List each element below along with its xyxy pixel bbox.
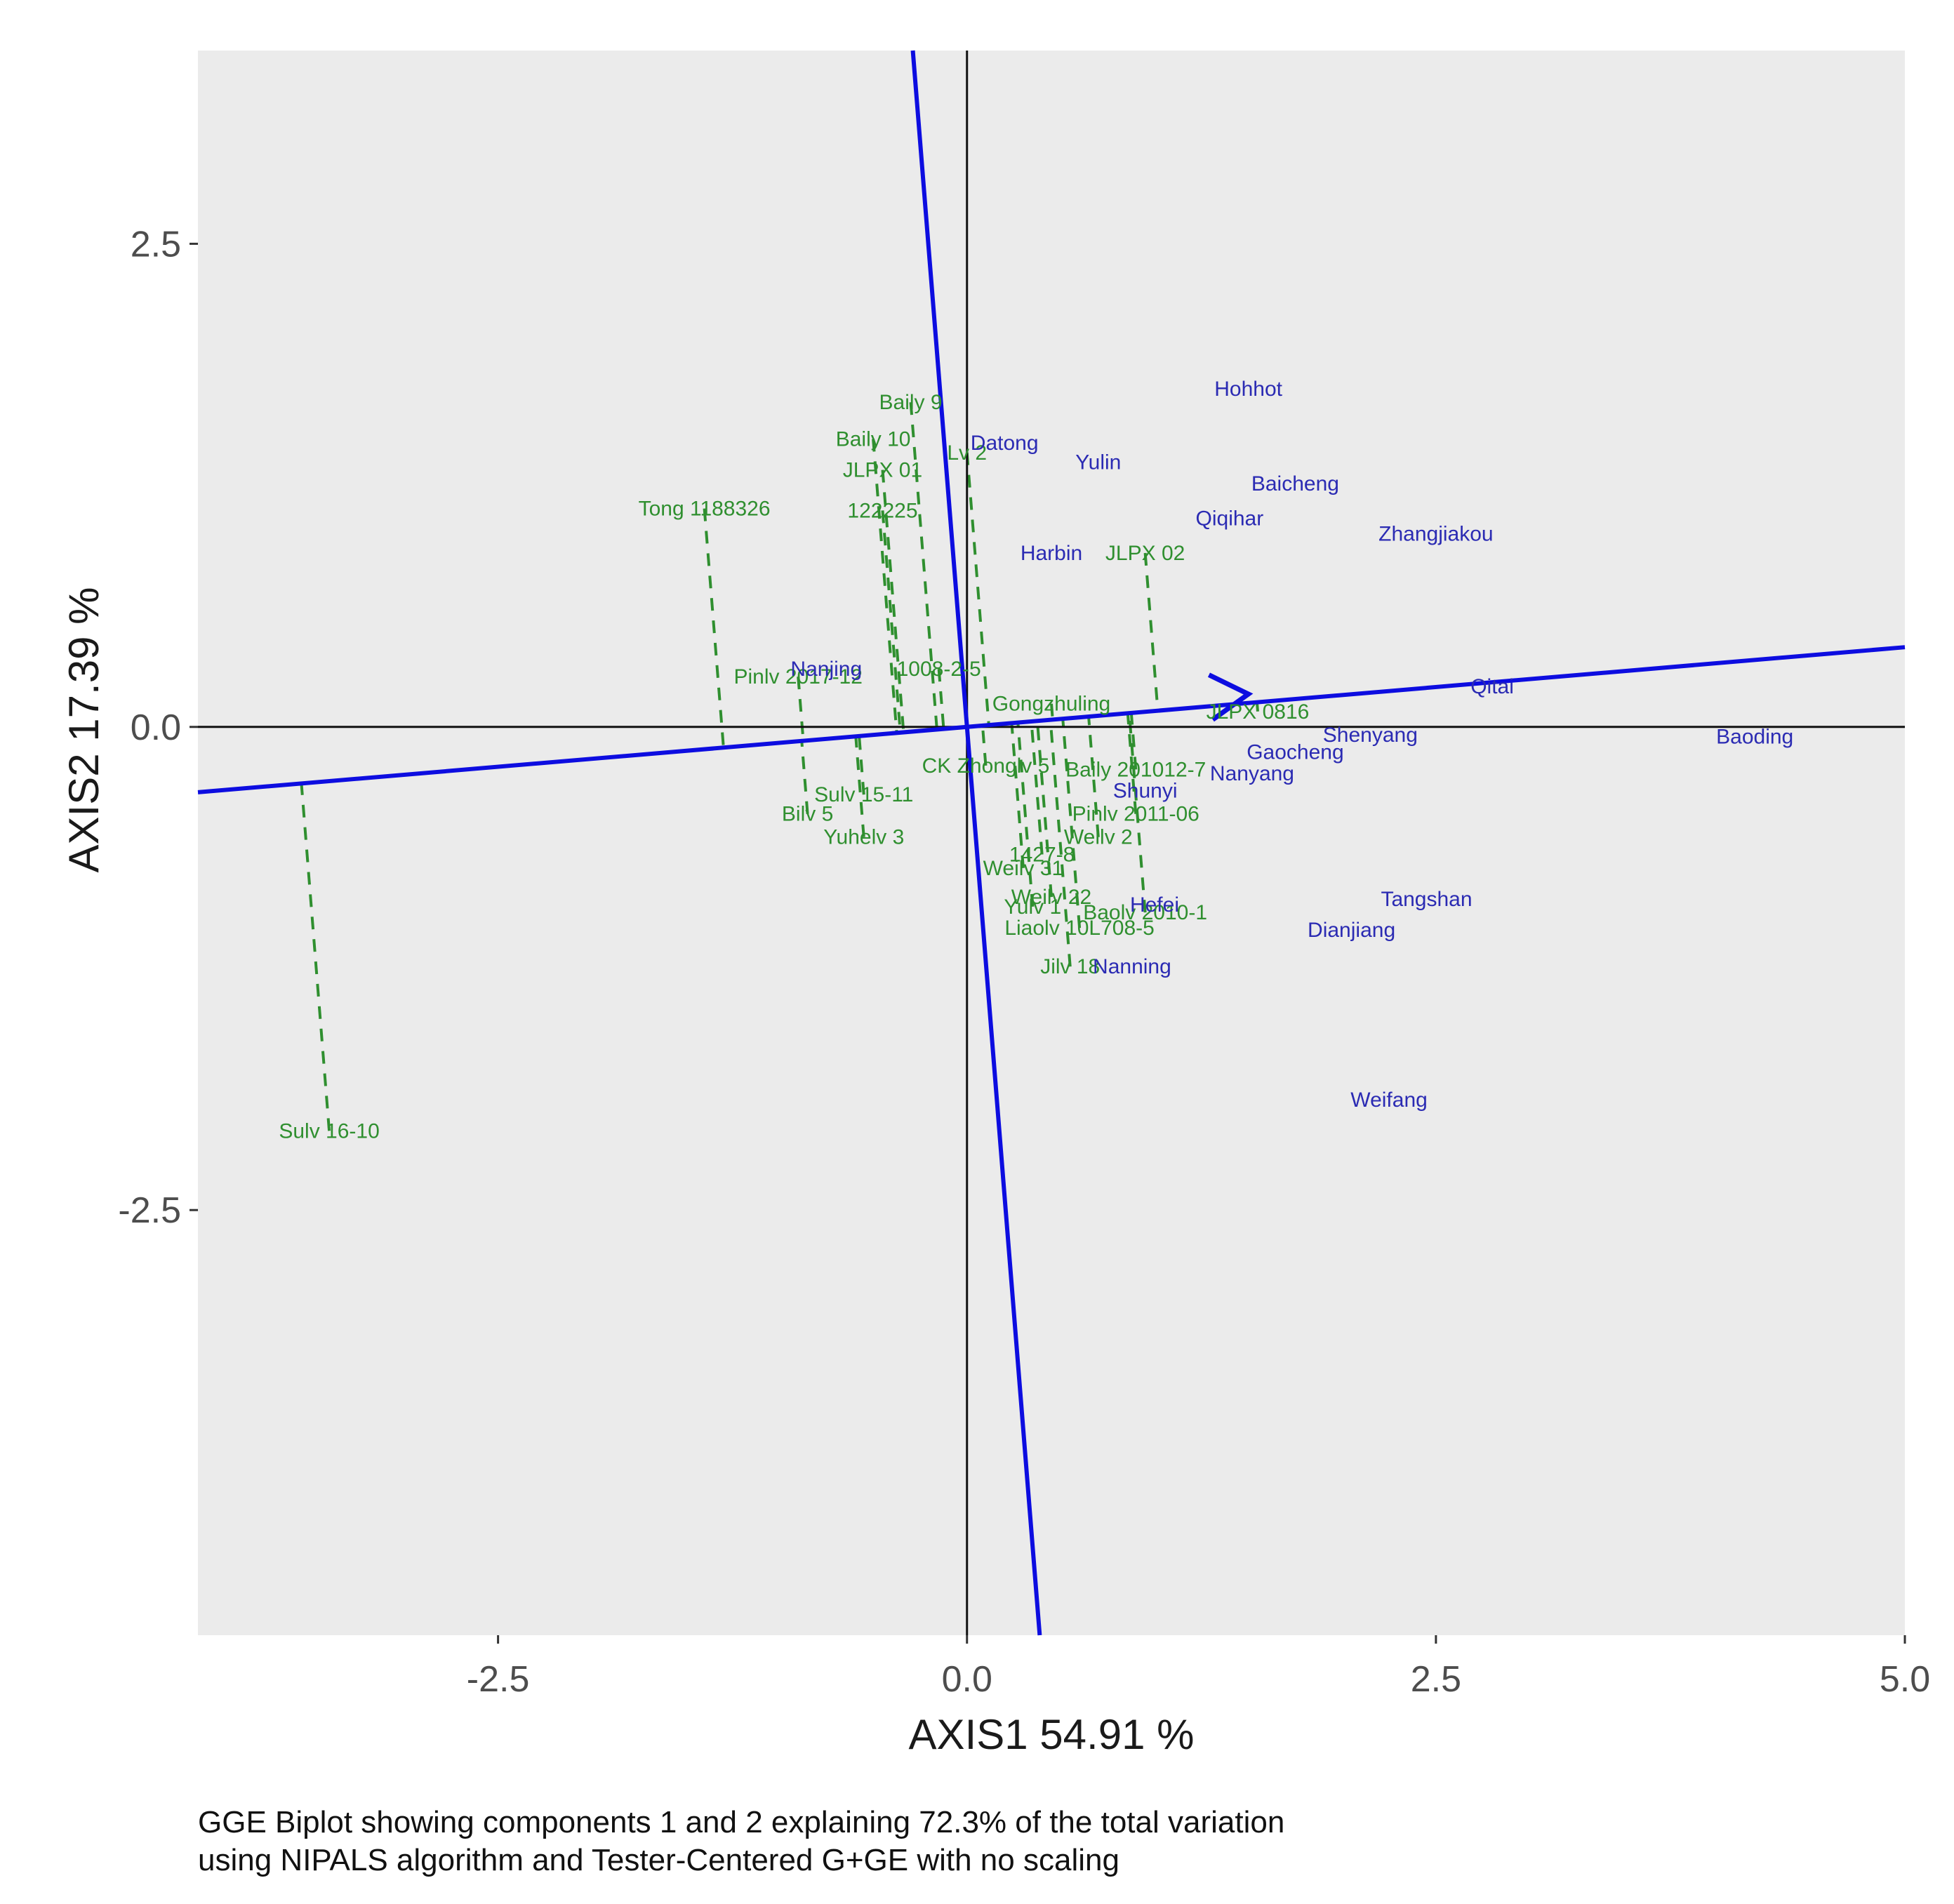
projection-weilv-31 xyxy=(1010,723,1025,868)
y-tick-label: 0.0 xyxy=(131,707,181,748)
projection-liaolv-10l708-5 xyxy=(1061,719,1082,928)
caption: GGE Biplot showing components 1 and 2 ex… xyxy=(198,1804,1882,1879)
environment-label-zhangjiakou: Zhangjiakou xyxy=(1378,522,1493,545)
projection-baily-201012-7 xyxy=(1129,712,1138,770)
x-axis-title: AXIS1 54.91 % xyxy=(909,1711,1195,1758)
aec-abscissa xyxy=(197,645,1906,794)
environment-label-nanjing: Nanjing xyxy=(790,658,862,681)
environment-label-hefei: Hefei xyxy=(1130,893,1179,917)
environment-label-shenyang: Shenyang xyxy=(1323,724,1418,747)
genotype-label-yuhelv-3: Yuhelv 3 xyxy=(823,826,904,849)
environment-label-nanyang: Nanyang xyxy=(1210,762,1294,785)
genotype-label-liaolv-10l708-5: Liaolv 10L708-5 xyxy=(1004,917,1155,940)
projection-yulv-1 xyxy=(1016,722,1035,907)
projection-baily-9 xyxy=(909,402,938,730)
plot-panel xyxy=(198,51,1905,1635)
environment-label-gaocheng: Gaocheng xyxy=(1247,741,1343,764)
projection-lv-2 xyxy=(965,452,990,726)
aec-axes xyxy=(197,50,1906,1636)
projection-jilv-18 xyxy=(1049,719,1072,967)
environment-label-tangshan: Tangshan xyxy=(1381,888,1472,911)
genotype-label-weilv-22: Weilv 22 xyxy=(1011,886,1092,909)
x-tick-label: 2.5 xyxy=(1411,1659,1461,1700)
x-tick-label: 5.0 xyxy=(1880,1659,1930,1700)
genotype-label-jlpx-01: JLPX 01 xyxy=(843,459,922,482)
projection-pinlv-2017-12 xyxy=(797,677,805,741)
genotype-label-pinlv-2017-12: Pinlv 2017-12 xyxy=(733,665,862,688)
environment-label-weifang: Weifang xyxy=(1350,1089,1428,1112)
genotype-label-gongzhuling: Gongzhuling xyxy=(992,693,1110,716)
axis-ticks: -2.5 0.0 2.5 5.0 -2.5 0.0 2.5 xyxy=(118,224,1930,1700)
projection-sulv-15-11 xyxy=(858,735,865,795)
genotype-label-ck-zhonglv-5: CK Zhonglv 5 xyxy=(922,754,1050,778)
zero-lines xyxy=(198,51,1905,1635)
projection-lines xyxy=(300,402,1259,1131)
genotype-label-lv-2: Lv 2 xyxy=(947,441,987,465)
genotype-label-weilv-2: Weilv 2 xyxy=(1064,826,1133,849)
caption-line-2: using NIPALS algorithm and Tester-Center… xyxy=(198,1843,1119,1877)
genotype-label-jlpx-0816: JLPX 0816 xyxy=(1207,700,1310,724)
environment-label-datong: Datong xyxy=(971,432,1039,455)
projection-122225 xyxy=(881,510,902,733)
genotype-label-jilv-18: Jilv 18 xyxy=(1040,955,1100,978)
genotype-label-tong-1188326: Tong 1188326 xyxy=(639,498,771,521)
genotype-label-sulv-16-10: Sulv 16-10 xyxy=(279,1119,379,1143)
genotype-label-baily-201012-7: Baily 201012-7 xyxy=(1065,758,1206,781)
caption-line-1: GGE Biplot showing components 1 and 2 ex… xyxy=(198,1805,1285,1839)
genotype-label-1008-2-5: 1008-2-5 xyxy=(897,658,981,681)
projection-gongzhuling xyxy=(1050,703,1054,720)
genotype-label-pinlv-2011-06: Pinlv 2011-06 xyxy=(1072,803,1199,826)
projection-1008-2-5 xyxy=(937,669,945,729)
genotype-label-bilv-5: Bilv 5 xyxy=(782,803,833,826)
aec-ordinate xyxy=(910,50,1042,1636)
genotype-label-jlpx-02: JLPX 02 xyxy=(1105,542,1185,565)
genotype-label-baily-10: Baily 10 xyxy=(836,427,911,451)
genotype-label-baolv-2010-1: Baolv 2010-1 xyxy=(1083,901,1207,924)
environment-label-nanning: Nanning xyxy=(1093,955,1171,978)
genotype-label-122225: 122225 xyxy=(847,499,917,522)
projection-ck-zhonglv-5 xyxy=(981,725,988,766)
x-tick-label: -2.5 xyxy=(467,1659,530,1700)
genotype-label-weilv-31: Weilv 31 xyxy=(983,857,1064,880)
projection-baily-10 xyxy=(872,439,898,733)
environment-label-hohhot: Hohhot xyxy=(1214,378,1282,401)
environment-label-baoding: Baoding xyxy=(1716,726,1793,749)
environment-label-shunyi: Shunyi xyxy=(1113,780,1178,803)
genotype-label-sulv-15-11: Sulv 15-11 xyxy=(814,783,913,806)
x-tick-label: 0.0 xyxy=(942,1659,992,1700)
environment-label-yulin: Yulin xyxy=(1075,451,1121,474)
projection-tong-1188326 xyxy=(703,508,725,748)
projection-baolv-2010-1 xyxy=(1127,712,1147,913)
genotype-label-yulv-1: Yulv 1 xyxy=(1004,896,1061,919)
genotype-label-baily-9: Baily 9 xyxy=(879,391,943,414)
projection-weilv-2 xyxy=(1087,716,1100,837)
environment-label-harbin: Harbin xyxy=(1021,542,1082,565)
point-labels: Sulv 16-10 Tong 1188326 Baily 9 Baily 10 JLP… xyxy=(279,378,1793,1143)
y-tick-label: 2.5 xyxy=(131,224,181,265)
environment-label-qiqihar: Qiqihar xyxy=(1196,507,1264,530)
projection-jlpx-02 xyxy=(1143,552,1159,711)
projection-pinlv-2011-06 xyxy=(1126,713,1138,814)
average-environment-arrow xyxy=(1207,672,1254,722)
environment-label-qitai: Qitai xyxy=(1470,675,1514,698)
environment-label-dianjiang: Dianjiang xyxy=(1308,919,1395,942)
projection-bilv-5 xyxy=(800,740,809,814)
projection-weilv-22 xyxy=(1035,721,1053,898)
projection-yuhelv-3 xyxy=(854,736,865,837)
environment-label-baicheng: Baicheng xyxy=(1251,472,1339,495)
y-tick-label: -2.5 xyxy=(118,1190,181,1231)
y-axis-title: AXIS2 17.39 % xyxy=(60,587,107,873)
genotype-label-1427-8: 1427-8 xyxy=(1009,844,1075,867)
